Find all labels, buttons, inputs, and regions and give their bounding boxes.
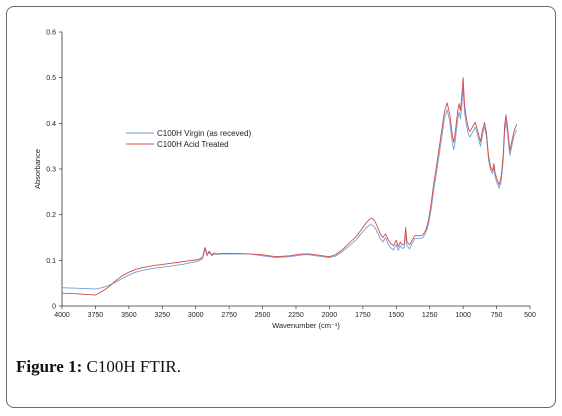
x-tick-label: 500 bbox=[524, 312, 536, 319]
axes-layer: 0 0.1 0.2 0.3 0.4 0.5 0.6 4000 3750 3500 3250 3000 2… bbox=[33, 30, 536, 331]
caption-label: Figure 1: bbox=[16, 357, 83, 376]
caption-text: C100H FTIR. bbox=[86, 357, 181, 376]
x-tick-label: 1750 bbox=[355, 312, 371, 319]
x-tick-label: 2750 bbox=[221, 312, 237, 319]
legend: C100H Virgin (as receved) C100H Acid Trea… bbox=[126, 129, 251, 149]
y-axis-label: Absorbance bbox=[33, 149, 42, 189]
x-tick-label: 1500 bbox=[388, 312, 404, 319]
x-tick-label: 4000 bbox=[54, 312, 70, 319]
y-tick-label: 0.2 bbox=[46, 212, 56, 219]
x-axis-label: Wavenumber (cm⁻¹) bbox=[272, 321, 340, 330]
x-tick-label: 1250 bbox=[422, 312, 438, 319]
series-layer bbox=[61, 77, 518, 296]
x-tick-label: 2250 bbox=[288, 312, 304, 319]
y-tick-label: 0 bbox=[52, 304, 56, 311]
series-line-acid-treated bbox=[61, 77, 518, 296]
x-tick-label: 2500 bbox=[255, 312, 271, 319]
x-tick-label: 3000 bbox=[188, 312, 204, 319]
y-tick-label: 0.6 bbox=[46, 30, 56, 37]
y-tick-label: 0.1 bbox=[46, 258, 56, 265]
y-tick-label: 0.3 bbox=[46, 167, 56, 174]
x-tick-label: 2000 bbox=[322, 312, 338, 319]
x-tick-label: 3500 bbox=[121, 312, 137, 319]
y-tick-label: 0.4 bbox=[46, 121, 56, 128]
x-tick-label: 3750 bbox=[88, 312, 104, 319]
x-tick-label: 750 bbox=[491, 312, 503, 319]
legend-label-virgin: C100H Virgin (as receved) bbox=[157, 129, 251, 138]
x-tick-label: 3250 bbox=[154, 312, 170, 319]
figure-frame bbox=[6, 6, 556, 408]
y-tick-label: 0.5 bbox=[46, 75, 56, 82]
legend-label-acid-treated: C100H Acid Treated bbox=[157, 140, 229, 149]
figure-caption: Figure 1: C100H FTIR. bbox=[16, 357, 181, 377]
x-tick-label: 1000 bbox=[455, 312, 471, 319]
series-line-virgin bbox=[61, 87, 518, 290]
